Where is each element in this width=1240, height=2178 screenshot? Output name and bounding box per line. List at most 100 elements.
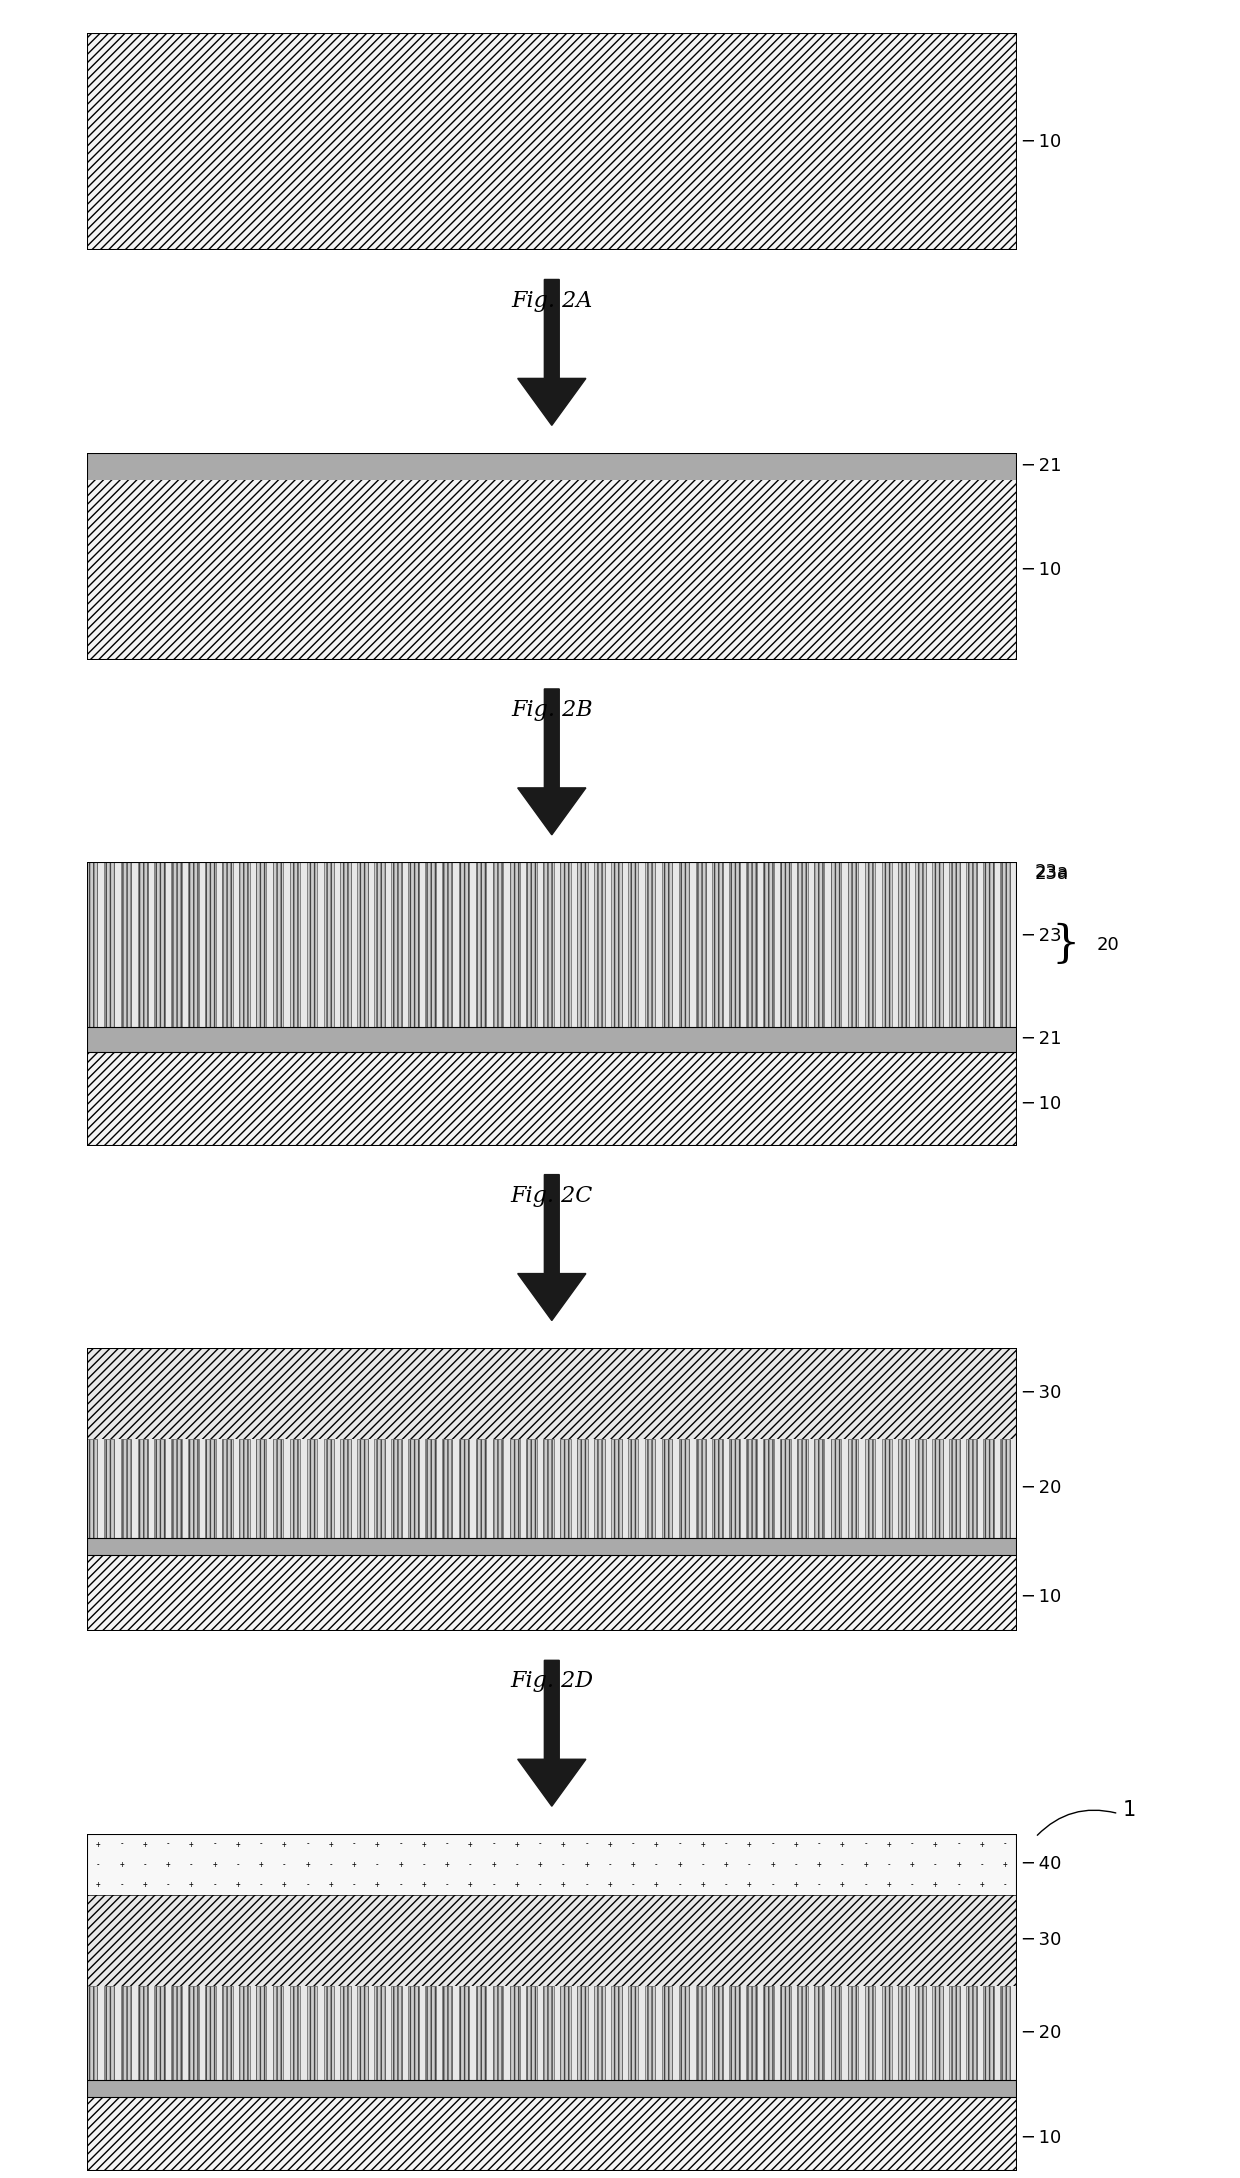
Bar [87,1895,1017,1986]
Text: +: + [794,1880,799,1888]
Bar [87,862,98,1026]
Bar [391,862,402,1026]
Bar [577,862,588,1026]
Bar [459,1986,470,2080]
Text: -: - [584,1880,589,1888]
Bar [882,1986,892,2080]
Text: +: + [934,1880,937,1888]
Text: +: + [841,1840,844,1849]
Bar [966,1986,977,2080]
Bar [594,1986,605,2080]
Text: +: + [422,1840,427,1849]
Bar [999,1986,1011,2080]
Text: +: + [143,1840,148,1849]
Text: ─ 23: ─ 23 [1022,928,1061,945]
Text: -: - [1003,1840,1007,1849]
Text: -: - [305,1880,310,1888]
Text: 1: 1 [1122,1801,1136,1821]
Bar [999,1440,1011,1538]
Bar [983,862,993,1026]
Text: +: + [841,1880,844,1888]
Bar [138,1440,148,1538]
Text: -: - [910,1880,914,1888]
Bar [290,1440,300,1538]
Bar [87,1026,1017,1052]
Text: -: - [491,1880,496,1888]
Bar [374,862,384,1026]
Text: +: + [352,1860,356,1869]
Bar [441,1986,453,2080]
Text: +: + [190,1880,193,1888]
Text: +: + [980,1880,985,1888]
Bar [780,1440,791,1538]
Bar [678,1440,689,1538]
Bar [120,1440,131,1538]
Bar [696,1440,706,1538]
Bar [831,862,842,1026]
Text: -: - [445,1880,449,1888]
Text: +: + [887,1840,892,1849]
Bar [341,862,351,1026]
Text: -: - [724,1840,728,1849]
Text: -: - [119,1840,124,1849]
Bar [408,1440,419,1538]
Bar [594,862,605,1026]
Text: -: - [910,1840,914,1849]
Bar [290,1986,300,2080]
Bar [848,862,858,1026]
Text: +: + [119,1860,124,1869]
Text: -: - [655,1860,658,1869]
Text: +: + [748,1840,751,1849]
Text: -: - [584,1840,589,1849]
Bar [459,862,470,1026]
FancyArrow shape [517,688,585,834]
Bar [729,1986,740,2080]
Text: -: - [562,1860,565,1869]
Text: Fig. 2C: Fig. 2C [511,1185,593,1207]
Bar [391,1440,402,1538]
Bar [543,1440,554,1538]
Text: -: - [190,1860,193,1869]
Text: ─ 10: ─ 10 [1022,562,1061,579]
Text: -: - [631,1840,635,1849]
Text: +: + [934,1840,937,1849]
Text: ─ 10: ─ 10 [1022,2130,1061,2148]
Text: +: + [655,1880,658,1888]
Bar [813,862,825,1026]
Bar [527,1986,537,2080]
Text: -: - [212,1880,217,1888]
Text: +: + [259,1860,263,1869]
Bar [543,862,554,1026]
Bar [864,1440,875,1538]
Bar [813,1986,825,2080]
Bar [713,1986,723,2080]
Bar [87,453,1017,479]
Text: -: - [817,1880,821,1888]
Bar [729,862,740,1026]
Text: +: + [329,1880,334,1888]
Bar [155,1440,165,1538]
Bar [848,1440,858,1538]
Bar [560,1986,570,2080]
Text: ─ 20: ─ 20 [1022,1479,1061,1496]
Text: -: - [980,1860,985,1869]
Bar [408,1986,419,2080]
Bar [763,862,774,1026]
Text: +: + [770,1860,775,1869]
Text: +: + [329,1840,334,1849]
Text: +: + [748,1880,751,1888]
Text: ─ 10: ─ 10 [1022,1096,1061,1113]
Text: -: - [841,1860,844,1869]
Text: +: + [608,1880,613,1888]
Text: -: - [352,1880,356,1888]
Bar [527,1440,537,1538]
Bar [87,1440,98,1538]
Bar [492,1986,503,2080]
Text: -: - [956,1880,961,1888]
Text: -: - [934,1860,937,1869]
Text: +: + [236,1840,241,1849]
Text: -: - [119,1880,124,1888]
Text: -: - [166,1840,170,1849]
Text: ─ 40: ─ 40 [1022,1856,1061,1873]
Text: +: + [236,1880,241,1888]
